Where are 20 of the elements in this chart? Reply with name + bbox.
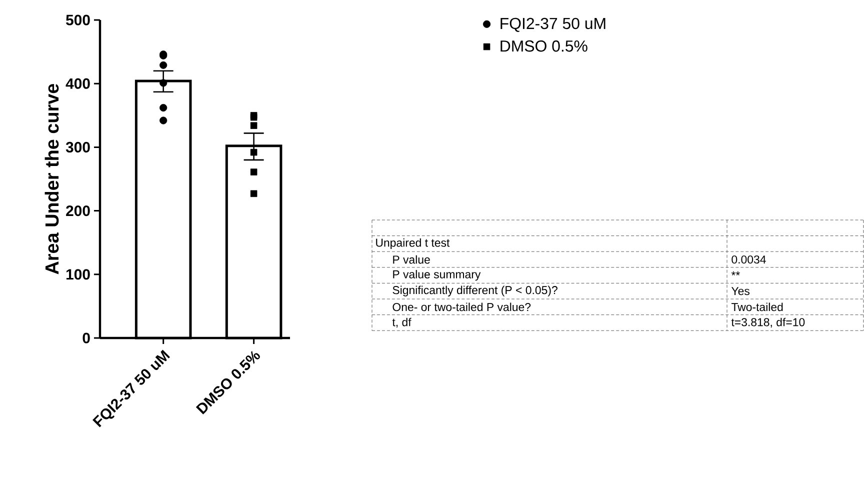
text: Unpaired t test (376, 238, 450, 250)
y-tick-label: 400 (66, 78, 90, 89)
y-tick-label: 300 (66, 142, 90, 153)
text: P value (393, 255, 430, 264)
text: P value summary (393, 270, 481, 281)
text: Two-tailed (731, 302, 783, 312)
text: 0.0034 (732, 255, 766, 264)
text: t, df (392, 318, 412, 328)
text: t=3.818, df=10 (731, 318, 805, 328)
y-axis-title: Area Under the curve (44, 84, 59, 274)
y-tick-label: 0 (82, 332, 90, 344)
legend-label: FQI2-37 50 uM (500, 18, 606, 32)
text: One- or two-tailed P value? (392, 302, 531, 312)
text: Yes (731, 287, 750, 296)
y-tick-label: 100 (66, 269, 90, 280)
text: Significantly different (P < 0.05)? (392, 286, 558, 296)
y-tick-label: 200 (66, 206, 90, 216)
text: ** (731, 271, 740, 276)
y-tick-label: 500 (66, 14, 90, 26)
legend-label: DMSO 0.5% (500, 40, 588, 52)
